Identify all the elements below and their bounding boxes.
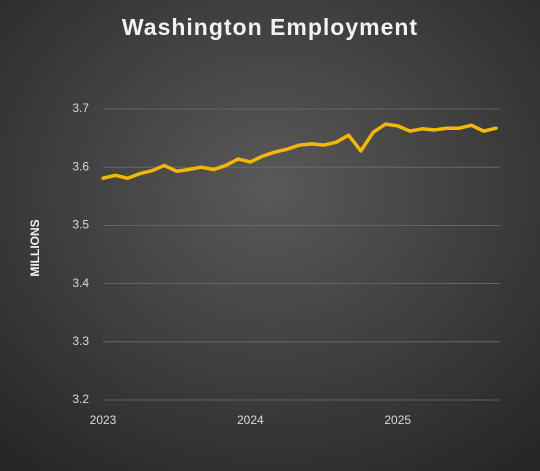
y-tick-label: 3.6 xyxy=(72,159,89,173)
y-tick-label: 3.3 xyxy=(72,334,89,348)
y-tick-label: 3.7 xyxy=(72,101,89,115)
y-axis-label: MILLIONS xyxy=(28,219,42,276)
x-tick-label: 2024 xyxy=(237,413,264,427)
line-series xyxy=(101,122,498,181)
y-tick-label: 3.2 xyxy=(72,392,89,406)
y-tick-label: 3.5 xyxy=(72,218,89,232)
chart-title: Washington Employment xyxy=(122,14,418,40)
x-tick-label: 2025 xyxy=(384,413,411,427)
x-tick-label: 2023 xyxy=(90,413,117,427)
y-tick-label: 3.4 xyxy=(72,276,89,290)
